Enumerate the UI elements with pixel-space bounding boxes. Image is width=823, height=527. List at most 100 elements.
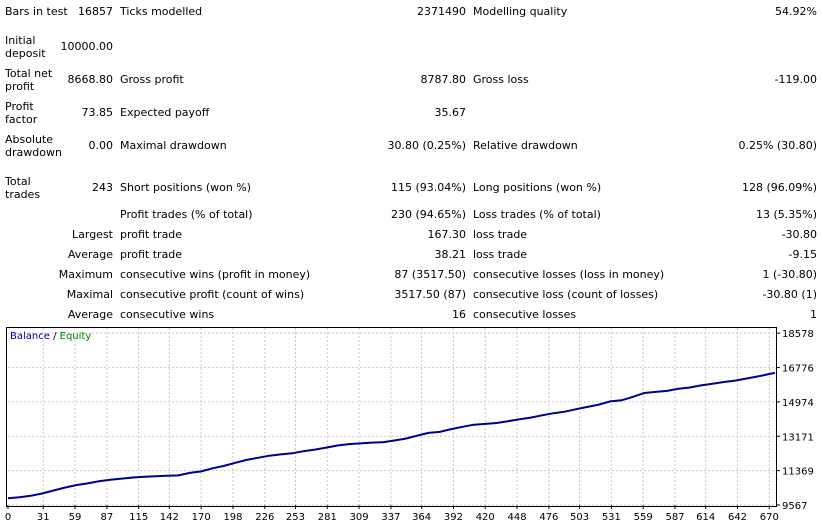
x-tick-label: 226 [255,512,274,523]
ticks-modelled-label: Ticks modelled [120,5,203,18]
x-tick-label: 309 [350,512,369,523]
max-consec-wins-label: consecutive wins (profit in money) [120,268,311,281]
x-tick-label: 253 [286,512,305,523]
absolute-drawdown-label: Absolute drawdown [5,133,62,159]
largest-profit-trade-value: 167.30 [427,228,467,241]
legend-equity: Equity [59,331,92,342]
maximal-consec-loss-label: consecutive loss (count of losses) [473,288,659,301]
x-tick-label: 337 [381,512,400,523]
absolute-drawdown-value: 0.00 [88,139,114,152]
test-report-table: Bars in test 16857 Ticks modelled 237149… [5,5,817,321]
relative-drawdown-label: Relative drawdown [473,139,578,152]
x-tick-label: 31 [37,512,50,523]
largest-label: Largest [72,228,113,241]
gross-loss-label: Gross loss [473,73,529,86]
y-tick-label: 16776 [782,364,814,375]
long-positions-value: 128 (96.09%) [741,181,817,194]
x-tick-label: 614 [696,512,715,523]
initial-deposit-label-line2: deposit [5,47,46,60]
avg-consec-losses-value: 1 [810,308,817,321]
average-loss-trade-value: -9.15 [788,248,817,261]
x-tick-label: 420 [476,512,495,523]
relative-drawdown-value: 0.25% (30.80) [738,139,817,152]
y-tick-label: 13171 [782,432,814,443]
short-positions-value: 115 (93.04%) [390,181,466,194]
y-tick-label: 14974 [782,398,814,409]
legend-balance: Balance [10,331,50,342]
total-trades-label-line2: trades [5,188,41,201]
loss-trades-label: Loss trades (% of total) [473,208,601,221]
y-tick-label: 9567 [782,501,807,512]
expected-payoff-label: Expected payoff [120,106,210,119]
y-tick-label: 18578 [782,329,814,340]
x-tick-label: 642 [728,512,747,523]
x-tick-label: 0 [5,512,11,523]
x-tick-label: 448 [508,512,527,523]
x-tick-label: 87 [100,512,113,523]
x-tick-label: 281 [318,512,337,523]
x-tick-label: 142 [160,512,179,523]
average2-label: Average [67,308,113,321]
x-tick-label: 476 [539,512,558,523]
maximal-consec-profit-value: 3517.50 (87) [394,288,466,301]
chart-legend: Balance / Equity [10,331,91,343]
max-consec-losses-value: 1 (-30.80) [762,268,817,281]
x-tick-label: 559 [634,512,653,523]
x-tick-label: 115 [129,512,148,523]
maximal-consec-loss-value: -30.80 (1) [762,288,817,301]
x-tick-label: 531 [602,512,621,523]
ticks-modelled-value: 2371490 [417,5,466,18]
total-net-profit-value: 8668.80 [67,73,114,86]
bars-in-test-value: 16857 [78,5,113,18]
gross-profit-value: 8787.80 [420,73,467,86]
avg-consec-wins-label: consecutive wins [120,308,215,321]
largest-loss-trade-label: loss trade [473,228,528,241]
y-tick-label: 11369 [782,467,814,478]
loss-trades-value: 13 (5.35%) [755,208,817,221]
short-positions-label: Short positions (won %) [120,181,252,194]
x-tick-label: 670 [760,512,779,523]
profit-trades-value: 230 (94.65%) [390,208,466,221]
total-net-profit-label: Total net profit [5,67,52,93]
average-profit-trade-label: profit trade [120,248,183,261]
x-tick-label: 198 [223,512,242,523]
average-loss-trade-label: loss trade [473,248,528,261]
total-net-profit-label-line1: Total net [5,67,53,80]
average-label: Average [67,248,113,261]
x-tick-label: 503 [570,512,589,523]
avg-consec-wins-value: 16 [452,308,466,321]
gross-loss-value: -119.00 [774,73,817,86]
balance-series-line [7,371,776,500]
x-tick-label: 392 [444,512,463,523]
maximal-drawdown-label: Maximal drawdown [120,139,227,152]
absolute-drawdown-label-line2: drawdown [5,146,62,159]
average-profit-trade-value: 38.21 [434,248,467,261]
maximal-drawdown-value: 30.80 (0.25%) [387,139,466,152]
x-tick-label: 587 [665,512,684,523]
gross-profit-label: Gross profit [120,73,184,86]
initial-deposit-label-line1: Initial [5,34,36,47]
profit-factor-label-line2: factor [5,113,38,126]
x-tick-label: 364 [412,512,431,523]
maximal-label: Maximal [66,288,113,301]
modelling-quality-value: 54.92% [775,5,817,18]
profit-factor-value: 73.85 [81,106,114,119]
initial-deposit-label: Initial deposit [5,34,46,60]
bars-in-test-label: Bars in test [5,5,68,18]
total-trades-label: Total trades [5,175,40,201]
avg-consec-losses-label: consecutive losses [473,308,577,321]
largest-profit-trade-label: profit trade [120,228,183,241]
maximum-label: Maximum [58,268,113,281]
total-net-profit-label-line2: profit [5,80,35,93]
x-tick-label: 170 [192,512,211,523]
profit-trades-label: Profit trades (% of total) [120,208,253,221]
long-positions-label: Long positions (won %) [473,181,602,194]
max-consec-losses-label: consecutive losses (loss in money) [473,268,665,281]
absolute-drawdown-label-line1: Absolute [5,133,54,146]
profit-factor-label: Profit factor [5,100,37,126]
max-consec-wins-value: 87 (3517.50) [394,268,466,281]
total-trades-label-line1: Total [5,175,31,188]
legend-separator: / [49,331,60,342]
initial-deposit-value: 10000.00 [60,40,114,53]
